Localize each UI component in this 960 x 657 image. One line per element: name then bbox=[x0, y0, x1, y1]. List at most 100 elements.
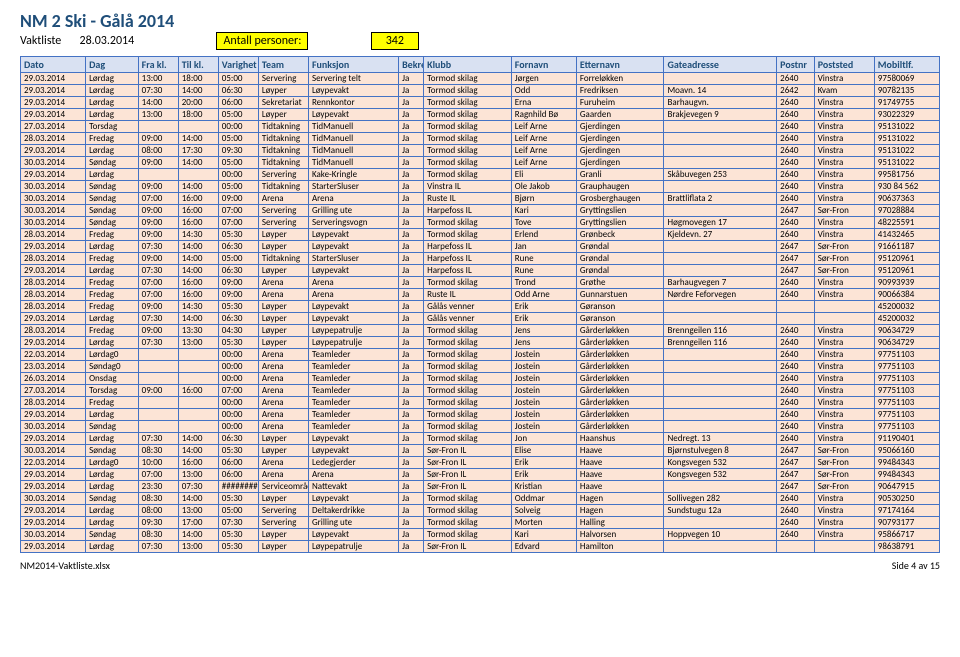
table-cell: Vinstra bbox=[814, 529, 874, 541]
table-cell: Tormod skilag bbox=[424, 505, 512, 517]
col-header: Postnr bbox=[777, 57, 815, 73]
table-cell: 95131022 bbox=[874, 133, 939, 145]
table-cell: Torsdag bbox=[86, 121, 139, 133]
table-cell: Tormod skilag bbox=[424, 229, 512, 241]
table-cell: 05:30 bbox=[218, 541, 258, 553]
table-cell: Ja bbox=[399, 289, 424, 301]
table-cell: Tormod skilag bbox=[424, 385, 512, 397]
col-header: Etternavn bbox=[576, 57, 664, 73]
table-cell: Gøranson bbox=[576, 301, 664, 313]
table-cell: 2642 bbox=[777, 85, 815, 97]
table-cell bbox=[664, 373, 777, 385]
table-cell: Servering bbox=[258, 217, 308, 229]
table-cell: Bjørnstulvegen 8 bbox=[664, 445, 777, 457]
table-cell bbox=[664, 421, 777, 433]
table-cell: Lørdag bbox=[86, 85, 139, 97]
table-cell: Kristian bbox=[511, 481, 576, 493]
table-row: 29.03.2014Lørdag07:3014:0006:30LøyperLøy… bbox=[21, 85, 940, 97]
table-cell: Ja bbox=[399, 265, 424, 277]
table-cell: Tormod skilag bbox=[424, 121, 512, 133]
table-cell: Grilling ute bbox=[308, 517, 398, 529]
table-cell: 13:00 bbox=[138, 73, 178, 85]
table-cell: Tormod skilag bbox=[424, 73, 512, 85]
table-header-row: DatoDagFra kl.Til kl.VarighetTeamFunksjo… bbox=[21, 57, 940, 73]
table-cell: 28.03.2014 bbox=[21, 133, 86, 145]
table-cell: Brakjevegen 9 bbox=[664, 109, 777, 121]
table-cell: Tormod skilag bbox=[424, 373, 512, 385]
col-header: Poststed bbox=[814, 57, 874, 73]
table-cell: Onsdag bbox=[86, 373, 139, 385]
table-cell: Leif Arne bbox=[511, 145, 576, 157]
table-cell: 2640 bbox=[777, 337, 815, 349]
table-cell: Ja bbox=[399, 73, 424, 85]
table-cell: 99484343 bbox=[874, 469, 939, 481]
table-cell: Teamleder bbox=[308, 421, 398, 433]
table-cell: Jostein bbox=[511, 349, 576, 361]
table-cell: 90637363 bbox=[874, 193, 939, 205]
table-row: 29.03.2014Lørdag13:0018:0005:00Servering… bbox=[21, 73, 940, 85]
table-cell: 09:30 bbox=[138, 517, 178, 529]
table-cell: Ja bbox=[399, 505, 424, 517]
table-cell: 09:00 bbox=[138, 229, 178, 241]
table-cell: Harpefoss IL bbox=[424, 241, 512, 253]
table-cell: 2640 bbox=[777, 133, 815, 145]
table-cell: Odd Arne bbox=[511, 289, 576, 301]
col-header: Gateadresse bbox=[664, 57, 777, 73]
table-cell: Søndag bbox=[86, 181, 139, 193]
table-cell: Gårderløkken bbox=[576, 349, 664, 361]
table-cell: 05:00 bbox=[218, 109, 258, 121]
table-cell: Løypevakt bbox=[308, 445, 398, 457]
table-cell: 00:00 bbox=[218, 349, 258, 361]
table-cell bbox=[664, 133, 777, 145]
table-cell: 05:30 bbox=[218, 529, 258, 541]
table-cell: Arena bbox=[258, 349, 308, 361]
table-cell: 2640 bbox=[777, 121, 815, 133]
table-cell bbox=[814, 301, 874, 313]
table-row: 29.03.2014Lørdag07:3014:0006:30LøyperLøy… bbox=[21, 241, 940, 253]
table-cell: 90647915 bbox=[874, 481, 939, 493]
table-cell: 09:00 bbox=[218, 193, 258, 205]
table-cell bbox=[814, 313, 874, 325]
table-cell bbox=[664, 313, 777, 325]
table-cell: 13:00 bbox=[178, 469, 218, 481]
table-cell: Vinstra bbox=[814, 229, 874, 241]
table-cell: Teamleder bbox=[308, 373, 398, 385]
table-cell: 14:00 bbox=[178, 157, 218, 169]
table-cell: Ja bbox=[399, 493, 424, 505]
table-cell: 14:30 bbox=[178, 301, 218, 313]
table-cell: Sør-Fron bbox=[814, 253, 874, 265]
table-cell: 28.03.2014 bbox=[21, 229, 86, 241]
table-cell: 2640 bbox=[777, 217, 815, 229]
table-cell: Løyper bbox=[258, 241, 308, 253]
table-cell: Tormod skilag bbox=[424, 529, 512, 541]
table-row: 30.03.2014Søndag08:3014:0005:30LøyperLøy… bbox=[21, 493, 940, 505]
table-cell: 06:00 bbox=[218, 469, 258, 481]
table-cell: Tormod skilag bbox=[424, 349, 512, 361]
antall-label: Antall personer: bbox=[216, 32, 308, 50]
table-cell: Lørdag bbox=[86, 241, 139, 253]
table-cell: 27.03.2014 bbox=[21, 121, 86, 133]
table-cell: 00:00 bbox=[218, 361, 258, 373]
table-cell: 17:00 bbox=[178, 517, 218, 529]
table-cell: Løyper bbox=[258, 529, 308, 541]
table-cell: Morten bbox=[511, 517, 576, 529]
table-cell: Vinstra bbox=[814, 409, 874, 421]
table-cell: Fredag bbox=[86, 301, 139, 313]
table-cell: Hagen bbox=[576, 505, 664, 517]
table-cell: Vinstra bbox=[814, 349, 874, 361]
table-body: 29.03.2014Lørdag13:0018:0005:00Servering… bbox=[21, 73, 940, 553]
table-cell bbox=[178, 361, 218, 373]
table-cell: Barhaugvn. bbox=[664, 97, 777, 109]
table-cell: Sør-Fron IL bbox=[424, 457, 512, 469]
table-cell: Granli bbox=[576, 169, 664, 181]
table-cell: Lørdag bbox=[86, 517, 139, 529]
table-cell: Gryttingslien bbox=[576, 205, 664, 217]
table-cell: Sør-Fron bbox=[814, 481, 874, 493]
table-cell: 09:00 bbox=[138, 325, 178, 337]
table-cell: 30.03.2014 bbox=[21, 157, 86, 169]
table-cell: Servering bbox=[258, 517, 308, 529]
table-cell: Ja bbox=[399, 313, 424, 325]
table-cell: Vinstra bbox=[814, 109, 874, 121]
table-cell: 29.03.2014 bbox=[21, 73, 86, 85]
table-cell: Sekretariat bbox=[258, 97, 308, 109]
